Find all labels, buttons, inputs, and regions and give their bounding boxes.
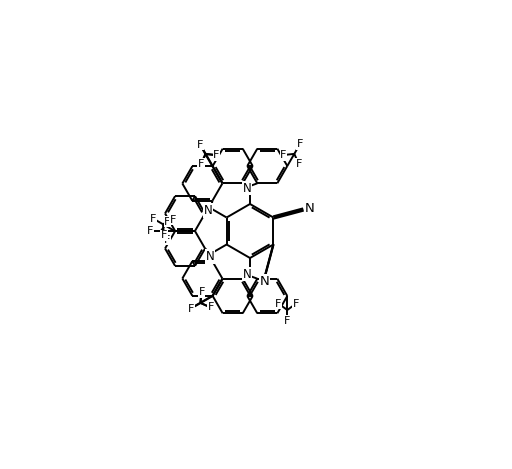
Text: F: F (170, 215, 176, 225)
Text: F: F (198, 159, 204, 169)
Text: F: F (293, 299, 300, 309)
Text: F: F (198, 159, 204, 169)
Text: N: N (206, 250, 215, 263)
Text: F: F (199, 287, 205, 297)
Text: N: N (305, 202, 314, 215)
Text: F: F (197, 140, 203, 150)
Text: F: F (280, 150, 287, 160)
Text: N: N (260, 275, 269, 288)
Text: F: F (147, 226, 153, 236)
Text: N: N (243, 267, 251, 280)
Text: F: F (213, 150, 220, 160)
Text: F: F (187, 303, 194, 313)
Text: F: F (295, 159, 302, 169)
Text: F: F (188, 303, 194, 313)
Text: F: F (197, 139, 203, 149)
Text: F: F (214, 150, 220, 160)
Text: F: F (198, 287, 205, 297)
Text: F: F (207, 303, 214, 312)
Text: N: N (243, 182, 251, 195)
Text: F: F (275, 299, 282, 309)
Text: F: F (150, 214, 157, 224)
Text: F: F (164, 234, 170, 245)
Text: F: F (296, 139, 303, 149)
Text: F: F (207, 302, 214, 312)
Text: F: F (284, 316, 290, 326)
Text: F: F (164, 217, 170, 227)
Text: N: N (204, 204, 212, 217)
Text: F: F (161, 230, 167, 240)
